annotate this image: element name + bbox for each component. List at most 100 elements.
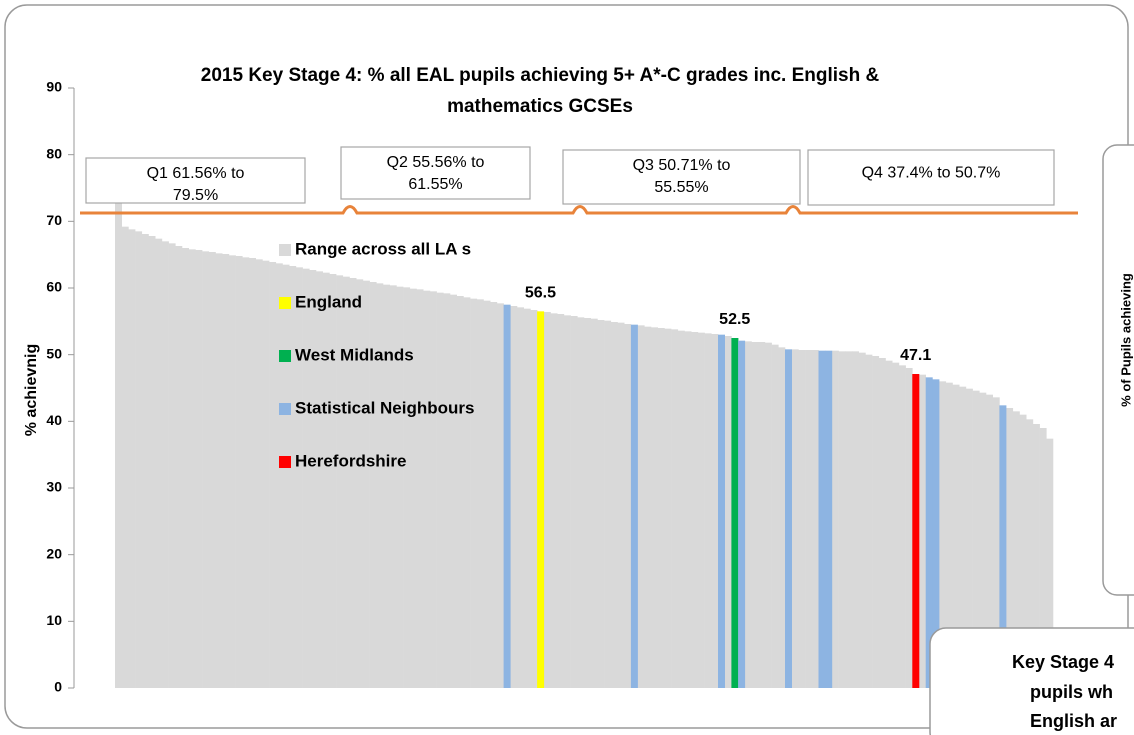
bar: [362, 280, 370, 688]
bar: [115, 158, 122, 688]
bar: [537, 311, 545, 688]
bar: [316, 271, 323, 688]
y-tick-label: 10: [46, 612, 62, 628]
legend-label: Herefordshire: [295, 451, 406, 470]
bar: [1026, 419, 1034, 688]
bar: [450, 294, 457, 688]
legend-label: West Midlands: [295, 345, 414, 364]
quartile-label: 61.55%: [408, 176, 462, 193]
y-tick-label: 80: [46, 145, 62, 161]
bar: [517, 307, 524, 688]
bar: [945, 382, 953, 688]
bar: [1032, 424, 1040, 688]
bar: [751, 342, 759, 688]
bar: [208, 252, 216, 688]
bar: [691, 332, 699, 688]
bar: [919, 374, 926, 688]
y-tick-label: 60: [46, 279, 62, 295]
bar: [215, 253, 223, 689]
bar: [872, 356, 880, 688]
corner-panel-text: pupils wh: [1030, 682, 1113, 702]
bar: [423, 290, 431, 688]
bar: [811, 350, 819, 688]
bar: [838, 351, 846, 688]
bar: [503, 304, 511, 688]
quartile-box: [807, 149, 1055, 206]
bar: [704, 333, 712, 688]
bar: [577, 317, 585, 688]
bar: [959, 386, 967, 688]
bar: [416, 289, 424, 688]
bar: [336, 275, 344, 688]
bar: [376, 283, 384, 688]
overlay: Q1 61.56% to 79.5% Q2 55.56% to 61.55% Q3 50…: [80, 146, 1078, 470]
bar: [912, 374, 920, 688]
bars: 0 10 20 30 40 50 60 70 80 90: [46, 79, 1054, 695]
bar: [429, 291, 437, 688]
quartile-label: Q2 55.56% to: [387, 154, 485, 171]
bar: [496, 303, 504, 688]
y-tick-label: 40: [46, 412, 62, 428]
bar: [490, 302, 498, 688]
bar: [905, 368, 913, 688]
bar: [992, 397, 1000, 688]
bar: [289, 266, 297, 688]
bar: [952, 384, 960, 688]
quartile-label: Q3 50.71% to: [633, 157, 731, 174]
y-tick-label: 50: [46, 345, 62, 361]
bar: [932, 379, 940, 688]
legend-label: England: [295, 292, 362, 311]
bar: [235, 256, 243, 688]
bar: [396, 286, 404, 688]
bar: [470, 298, 478, 688]
bar: [671, 329, 679, 688]
corner-panel-text: Key Stage 4: [1012, 652, 1114, 672]
bar: [222, 254, 230, 688]
bar: [563, 315, 571, 688]
y-tick-label: 0: [54, 679, 62, 695]
bar: [135, 231, 143, 689]
bar: [1006, 408, 1014, 688]
bar: [409, 288, 417, 688]
bar: [282, 264, 290, 688]
bar: [543, 312, 551, 688]
bar: [1019, 414, 1027, 688]
bar: [436, 292, 444, 688]
bar: [128, 229, 136, 689]
bar: [269, 262, 277, 688]
legend-swatch: [279, 350, 291, 362]
bar: [972, 390, 980, 688]
corner-panel-text: English ar: [1030, 711, 1117, 731]
bar: [805, 350, 813, 688]
bar: [604, 320, 612, 688]
quartile-box: [85, 157, 306, 204]
bar: [369, 282, 377, 688]
bar: [644, 326, 652, 688]
y-tick-label: 20: [46, 545, 62, 561]
bar: [302, 268, 310, 688]
bar: [664, 328, 672, 688]
bar: [275, 263, 283, 688]
bar: [798, 350, 806, 688]
bar: [590, 318, 598, 688]
quartile-box: [340, 146, 531, 200]
y-tick-label: 70: [46, 212, 62, 228]
bar: [175, 246, 183, 688]
bar: [383, 284, 390, 688]
value-label: 56.5: [525, 285, 556, 302]
bar: [845, 351, 853, 688]
bar: [624, 324, 632, 688]
bar: [885, 360, 893, 688]
bar: [758, 342, 766, 688]
quartile-label: 55.55%: [654, 179, 708, 196]
bar: [718, 334, 725, 688]
quartile-label: Q1 61.56% to: [147, 165, 245, 182]
bar: [389, 285, 397, 688]
quartile-box: [562, 149, 801, 205]
bar: [979, 392, 987, 688]
bar: [161, 241, 169, 689]
bar: [530, 310, 538, 688]
bar: [778, 347, 786, 688]
chart-title: mathematics GCSEs: [447, 96, 633, 117]
bar: [738, 340, 746, 688]
